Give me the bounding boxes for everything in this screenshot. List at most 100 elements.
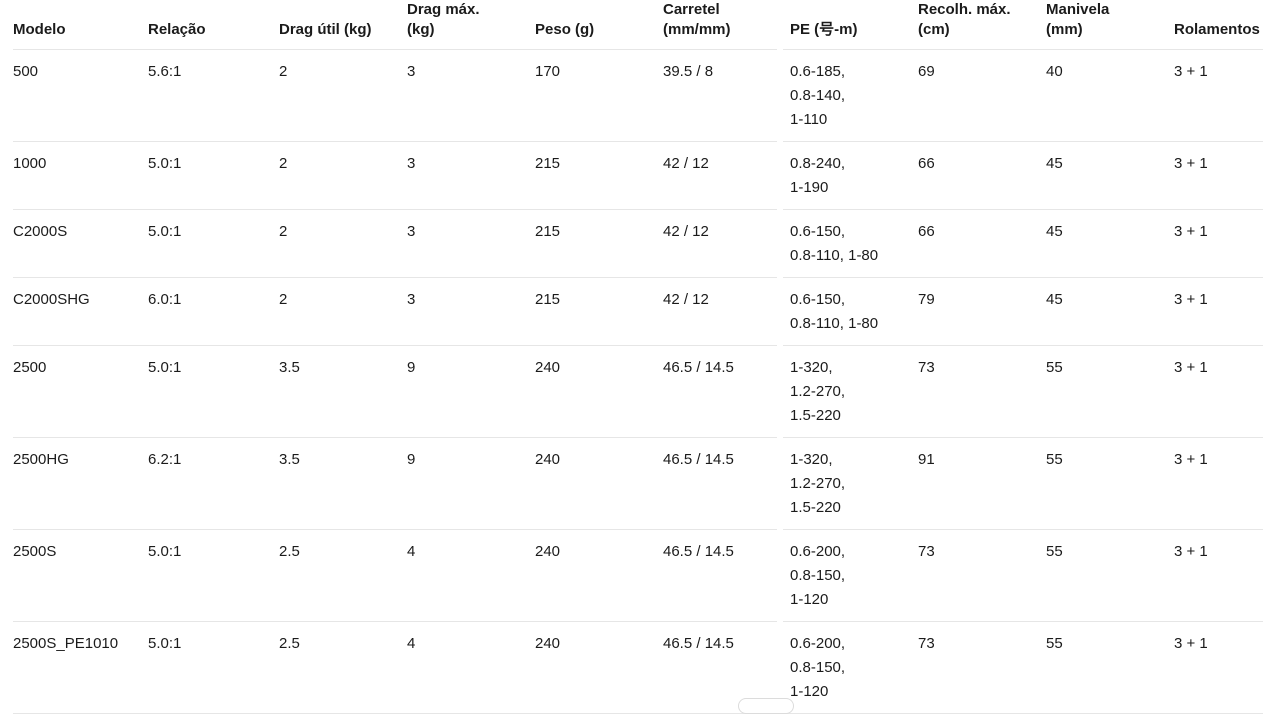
column-header-carretel: Carretel (mm/mm) <box>663 0 790 50</box>
cell-value: 5.0:1 <box>148 155 182 172</box>
cell-recolh_max: 79 <box>918 277 1046 346</box>
cell-value: 0.8-150, <box>790 659 846 676</box>
cell-value: 45 <box>1046 291 1063 308</box>
cell-value: 240 <box>535 451 561 468</box>
cell-relacao: 5.0:1 <box>148 621 279 714</box>
cell-modelo: C2000S <box>13 209 148 278</box>
cell-relacao: 5.6:1 <box>148 49 279 142</box>
column-header-label: Modelo <box>13 21 66 38</box>
cell-value: 215 <box>535 223 561 240</box>
cell-value: 1.2-270, <box>790 475 846 492</box>
cell-value: 240 <box>535 635 561 652</box>
cell-pe: 0.6-185, 0.8-140, 1-110 <box>790 49 918 142</box>
cell-peso: 215 <box>535 209 663 278</box>
cell-rolamentos: 3 + 1 <box>1174 49 1263 142</box>
cell-carretel: 46.5 / 14.5 <box>663 437 790 530</box>
column-header-recolh_max: Recolh. máx. (cm) <box>918 0 1046 50</box>
cell-rolamentos: 3 + 1 <box>1174 529 1263 622</box>
cell-value: 55 <box>1046 359 1063 376</box>
cell-value: 46.5 / 14.5 <box>663 451 734 468</box>
cell-recolh_max: 73 <box>918 345 1046 438</box>
cell-value: 66 <box>918 223 935 240</box>
cell-manivela: 40 <box>1046 49 1174 142</box>
cell-manivela: 55 <box>1046 621 1174 714</box>
cell-value: 1.5-220 <box>790 407 841 424</box>
cell-drag_util: 2 <box>279 209 407 278</box>
cell-value: 46.5 / 14.5 <box>663 359 734 376</box>
cell-value: 3 + 1 <box>1174 543 1208 560</box>
cell-drag_max: 4 <box>407 529 535 622</box>
cell-rolamentos: 3 + 1 <box>1174 437 1263 530</box>
cell-value: 1-190 <box>790 179 829 196</box>
cell-value: 66 <box>918 155 935 172</box>
cell-modelo: 500 <box>13 49 148 142</box>
column-header-label: Carretel <box>663 1 720 18</box>
cell-drag_max: 3 <box>407 277 535 346</box>
cell-modelo: 1000 <box>13 141 148 210</box>
cell-value: 9 <box>407 451 416 468</box>
cell-value: 2 <box>279 223 288 240</box>
cell-pe: 1-320, 1.2-270, 1.5-220 <box>790 345 918 438</box>
cell-value: 0.6-200, <box>790 635 846 652</box>
cell-modelo: 2500S_PE1010 <box>13 621 148 714</box>
spec-table: Modelo Relação Drag útil (kg) Drag máx. (kg)… <box>13 0 1263 714</box>
cell-value: 6.2:1 <box>148 451 182 468</box>
cell-value: 1000 <box>13 155 47 172</box>
cell-drag_util: 3.5 <box>279 437 407 530</box>
column-header-label: Drag útil (kg) <box>279 21 372 38</box>
column-header-peso: Peso (g) <box>535 0 663 50</box>
cell-value: 0.6-185, <box>790 63 846 80</box>
scrollbar-thumb[interactable] <box>738 698 794 714</box>
cell-rolamentos: 3 + 1 <box>1174 209 1263 278</box>
column-header-label: Relação <box>148 21 206 38</box>
cell-value: 1-110 <box>790 111 828 128</box>
cell-carretel: 39.5 / 8 <box>663 49 790 142</box>
cell-rolamentos: 3 + 1 <box>1174 345 1263 438</box>
cell-value: 46.5 / 14.5 <box>663 635 734 652</box>
cell-carretel: 42 / 12 <box>663 141 790 210</box>
cell-relacao: 6.0:1 <box>148 277 279 346</box>
column-header-label: PE (号-m) <box>790 21 858 38</box>
column-header-label: (kg) <box>407 21 435 38</box>
cell-value: 73 <box>918 359 935 376</box>
cell-value: 2 <box>279 291 288 308</box>
table-row: 1000 5.0:1 2 3 215 42 / 12 0.8-240, 1-190 66 45 3 … <box>13 141 1263 210</box>
cell-drag_util: 2 <box>279 49 407 142</box>
cell-carretel: 42 / 12 <box>663 209 790 278</box>
cell-value: 3 + 1 <box>1174 155 1208 172</box>
cell-recolh_max: 91 <box>918 437 1046 530</box>
cell-value: 3 + 1 <box>1174 63 1208 80</box>
cell-value: 3 <box>407 223 416 240</box>
column-header-relacao: Relação <box>148 0 279 50</box>
column-header-label: Manivela <box>1046 1 1110 18</box>
cell-value: 5.0:1 <box>148 635 182 652</box>
cell-value: 79 <box>918 291 935 308</box>
cell-carretel: 42 / 12 <box>663 277 790 346</box>
cell-value: 55 <box>1046 543 1063 560</box>
cell-value: 1-320, <box>790 359 833 376</box>
cell-value: 91 <box>918 451 935 468</box>
cell-modelo: 2500HG <box>13 437 148 530</box>
cell-value: 5.0:1 <box>148 359 182 376</box>
cell-value: 42 / 12 <box>663 155 709 172</box>
cell-peso: 240 <box>535 437 663 530</box>
cell-manivela: 45 <box>1046 141 1174 210</box>
cell-recolh_max: 66 <box>918 209 1046 278</box>
column-header-drag_util: Drag útil (kg) <box>279 0 407 50</box>
cell-relacao: 5.0:1 <box>148 345 279 438</box>
table-row: 2500S_PE1010 5.0:1 2.5 4 240 46.5 / 14.5 0.6-2… <box>13 621 1263 714</box>
cell-value: 240 <box>535 543 561 560</box>
cell-value: 55 <box>1046 635 1063 652</box>
cell-drag_max: 3 <box>407 209 535 278</box>
cell-value: 0.6-150, <box>790 223 846 240</box>
cell-drag_util: 2 <box>279 277 407 346</box>
cell-value: 3.5 <box>279 359 300 376</box>
cell-value: 5.0:1 <box>148 223 182 240</box>
cell-value: 2.5 <box>279 635 300 652</box>
header-row: Modelo Relação Drag útil (kg) Drag máx. (kg)… <box>13 0 1263 50</box>
cell-value: 0.8-110, 1-80 <box>790 315 879 332</box>
cell-modelo: C2000SHG <box>13 277 148 346</box>
cell-value: 2500S <box>13 543 57 560</box>
cell-peso: 240 <box>535 621 663 714</box>
